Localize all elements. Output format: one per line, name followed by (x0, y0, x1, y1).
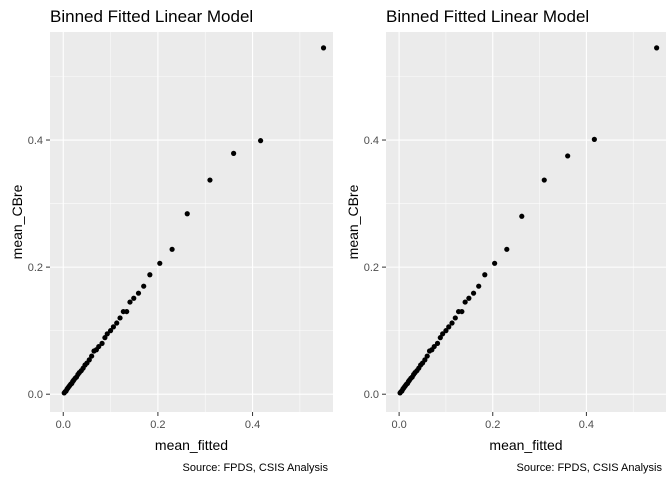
chart-title: Binned Fitted Linear Model (386, 7, 589, 26)
points (397, 45, 660, 396)
data-point (131, 295, 137, 301)
data-point (107, 328, 114, 334)
y-axis: 0.0 0.2 0.4 (28, 135, 50, 401)
x-tick-label: 0.2 (150, 419, 165, 431)
data-point (519, 213, 525, 219)
data-point (434, 340, 441, 346)
data-point (422, 357, 428, 363)
y-tick-label: 0.2 (28, 262, 43, 274)
y-tick-label: 0.4 (28, 135, 43, 147)
data-point (591, 136, 597, 142)
data-point (431, 343, 437, 350)
data-point (102, 335, 108, 341)
y-tick-label: 0.0 (364, 389, 379, 401)
data-point (565, 153, 571, 159)
data-point (135, 290, 142, 296)
chart-right: 0.0 0.2 0.4 0.0 0.2 0.4 Binned Fitted Linear… (345, 7, 666, 474)
data-point (117, 315, 123, 321)
points (61, 45, 327, 396)
y-tick-label: 0.0 (28, 389, 43, 401)
data-point (482, 272, 488, 278)
chart-title: Binned Fitted Linear Model (50, 7, 253, 26)
data-point (141, 283, 147, 289)
y-axis-title: mean_CBre (345, 184, 361, 259)
data-point (437, 335, 443, 341)
data-point (114, 320, 120, 326)
y-tick-label: 0.2 (364, 262, 379, 274)
data-point (654, 45, 660, 51)
x-tick-label: 0.0 (56, 419, 71, 431)
data-point (89, 353, 95, 359)
data-point (320, 45, 327, 51)
x-axis-title: mean_fitted (489, 437, 562, 453)
y-axis: 0.0 0.2 0.4 (364, 135, 386, 401)
y-axis-title: mean_CBre (9, 184, 25, 259)
data-point (446, 324, 452, 330)
data-point (147, 272, 153, 278)
data-point (124, 308, 130, 315)
data-point (184, 211, 190, 217)
data-point (157, 260, 163, 266)
data-point (257, 138, 264, 144)
grid-minor (50, 32, 333, 412)
data-point (476, 283, 482, 289)
data-point (492, 260, 498, 266)
data-point (207, 177, 213, 183)
data-point (99, 340, 105, 346)
data-point (424, 353, 430, 359)
x-axis: 0.0 0.2 0.4 (391, 412, 594, 431)
data-point (86, 357, 92, 363)
data-point (127, 299, 133, 305)
grid-major (50, 32, 333, 412)
x-tick-label: 0.4 (579, 419, 594, 431)
data-point (231, 150, 237, 156)
data-point (470, 290, 477, 296)
data-point (504, 246, 510, 252)
y-tick-label: 0.4 (364, 135, 379, 147)
source-caption: Source: FPDS, CSIS Analysis (183, 462, 329, 474)
data-point (462, 299, 468, 305)
data-point (104, 331, 110, 337)
x-tick-label: 0.4 (245, 419, 260, 431)
x-axis-title: mean_fitted (155, 437, 228, 453)
data-point (459, 308, 465, 315)
data-point (440, 331, 446, 337)
source-caption: Source: FPDS, CSIS Analysis (517, 462, 663, 474)
chart-left: 0.0 0.2 0.4 0.0 0.2 0.4 Binned Fitted Linear… (9, 7, 333, 474)
data-point (449, 320, 455, 326)
data-point (169, 246, 175, 252)
data-point (452, 315, 458, 321)
grid-minor (386, 32, 666, 412)
data-point (466, 295, 472, 301)
x-tick-label: 0.2 (485, 419, 500, 431)
data-point (96, 343, 102, 350)
data-point (541, 177, 547, 183)
data-point (110, 324, 117, 330)
x-axis: 0.0 0.2 0.4 (56, 412, 260, 431)
data-point (443, 328, 449, 334)
grid-major (386, 32, 666, 412)
x-tick-label: 0.0 (391, 419, 406, 431)
